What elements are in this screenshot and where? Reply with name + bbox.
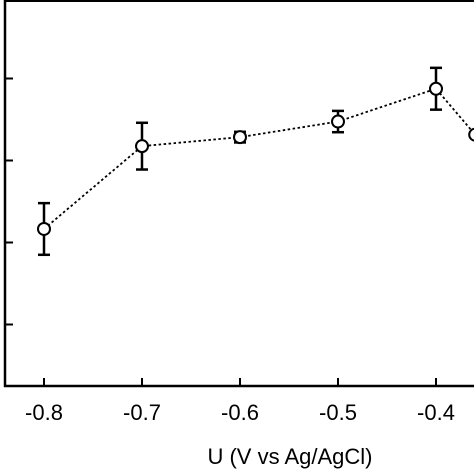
labels: -0.8 -0.7 -0.6 -0.5 -0.4 U (V vs Ag/AgCl) bbox=[25, 400, 455, 469]
axes bbox=[3, 0, 474, 388]
data-point-1 bbox=[135, 139, 149, 154]
x-tick-label-3: -0.5 bbox=[319, 400, 357, 425]
series-line-0 bbox=[43, 87, 474, 230]
x-tick-label-1: -0.7 bbox=[123, 400, 161, 425]
x-tick-label-0: -0.8 bbox=[25, 400, 63, 425]
data-point-5 bbox=[468, 127, 474, 142]
x-tick-label-4: -0.4 bbox=[417, 400, 455, 425]
data-point-3 bbox=[331, 114, 345, 129]
x-axis-title: U (V vs Ag/AgCl) bbox=[207, 444, 372, 469]
x-tick-label-2: -0.6 bbox=[221, 400, 259, 425]
data-point-4 bbox=[429, 81, 443, 96]
data-point-0 bbox=[37, 221, 51, 236]
series bbox=[37, 66, 474, 257]
data-point-2 bbox=[233, 130, 247, 145]
